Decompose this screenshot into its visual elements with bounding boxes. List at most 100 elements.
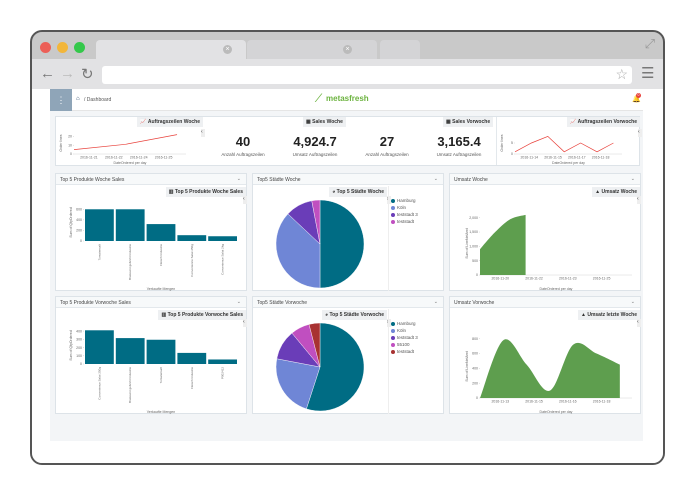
y-tick-label: 400: [76, 329, 82, 333]
legend-item[interactable]: 55100: [391, 342, 418, 347]
metasfresh-logo[interactable]: metasfresh: [326, 94, 369, 103]
browser-tab-active[interactable]: ×: [96, 40, 246, 60]
x-tick-label: Convenience Salat 250g: [97, 367, 101, 400]
legend-swatch: [391, 205, 395, 210]
x-tick-label: 2016-11-25: [155, 156, 173, 160]
panel-title: Umsatz Woche: [454, 177, 488, 183]
legend-item[interactable]: Köln: [391, 328, 418, 333]
expand-icon[interactable]: ⤢: [644, 36, 655, 51]
x-tick-label: 2016-11-25: [593, 277, 611, 281]
series-line: [514, 135, 614, 153]
widget-av: Umsatz Vorwoche ⌄ ▲ Umsatz letzte Woche ‹…: [449, 296, 641, 414]
y-axis-label: Sum of QtyOrdered: [69, 207, 73, 237]
collapse-arrow-icon[interactable]: ‹: [201, 129, 205, 137]
bookmark-star-icon[interactable]: ☆: [615, 66, 628, 82]
kpi-item: 40 Anzahl Auftragszeilen: [208, 134, 278, 157]
minimize-window-button[interactable]: [57, 42, 68, 53]
expand-arrow-icon[interactable]: ›: [387, 319, 391, 327]
y-tick-label: 20: [68, 135, 72, 139]
chart-title: ▲ Umsatz letzte Woche: [578, 310, 640, 320]
close-window-button[interactable]: [40, 42, 51, 53]
legend-label: Hamburg: [397, 321, 416, 326]
chevron-down-icon[interactable]: ⌄: [433, 176, 438, 182]
collapse-arrow-icon[interactable]: ‹: [637, 319, 641, 327]
collapse-arrow-icon[interactable]: ‹: [243, 196, 247, 204]
y-tick-label: 400: [76, 218, 82, 222]
legend: Hamburg Köln teststadt 3 55100 teststadt: [391, 321, 418, 356]
new-tab-button[interactable]: [380, 40, 420, 60]
widget-bw: Top 5 Produkte Woche Sales ⌄ ▥ Top 5 Prod…: [55, 173, 247, 291]
collapse-arrow-icon[interactable]: ‹: [638, 129, 642, 137]
x-tick-label: 2016-11-18: [593, 400, 611, 404]
kpi-item: 3,165.4 Umsatz Auftragszeilen: [424, 134, 494, 157]
breadcrumb[interactable]: / Dashboard: [84, 97, 112, 103]
y-tick-label: 800: [472, 337, 478, 341]
chevron-down-icon[interactable]: ⌄: [630, 176, 635, 182]
legend-item[interactable]: teststadt 3: [391, 212, 418, 217]
panel-header: Umsatz Woche ⌄: [450, 174, 640, 185]
widget-auftragszeilen-woche: 📈 Auftragszeilen Woche ‹ 0 10 20 Order line…: [56, 117, 205, 165]
legend-item[interactable]: teststadt: [391, 349, 418, 354]
y-tick-label: 200: [76, 346, 82, 350]
kpi-caption: Anzahl Auftragszeilen: [221, 152, 265, 157]
reload-icon[interactable]: ↻: [81, 66, 94, 83]
panel-title: Top 5 Produkte Vorwoche Sales: [60, 300, 131, 306]
x-tick-label: 2016-11-22: [525, 277, 543, 281]
panel-title: Top5 Städte Woche: [257, 177, 301, 183]
page-content: ⋮ ⌂ / Dashboard ⁄ metasfresh 🔔 0 📈 Auftr…: [32, 89, 663, 463]
dashboard: 📈 Auftragszeilen Woche ‹ 0 10 20 Order line…: [50, 111, 643, 441]
chart-title: ▥ Top 5 Produkte Vorwoche Sales: [158, 310, 246, 320]
y-tick-label: 400: [472, 367, 478, 371]
area-series: [480, 214, 526, 275]
tab-close-icon[interactable]: ×: [343, 45, 352, 54]
legend-item[interactable]: teststadt 3: [391, 335, 418, 340]
collapse-arrow-icon[interactable]: ‹: [637, 196, 641, 204]
area-series: [480, 339, 620, 398]
expand-arrow-icon[interactable]: ›: [387, 196, 391, 204]
kpi-title: ▦ Sales Vorwoche: [443, 117, 494, 127]
legend-item[interactable]: Köln: [391, 205, 418, 210]
browser-menu-icon[interactable]: ☰: [641, 65, 655, 82]
x-tick-label: 2016-11-13: [491, 400, 509, 404]
x-tick-label: Convenience Salat 250g: [190, 244, 194, 277]
x-axis-label: Verkaufte Mengen: [147, 410, 175, 414]
sidebar-menu-button[interactable]: ⋮: [50, 89, 72, 111]
collapse-arrow-icon[interactable]: ‹: [243, 319, 247, 327]
home-icon[interactable]: ⌂: [76, 96, 80, 102]
legend-label: Köln: [397, 205, 407, 210]
forward-icon[interactable]: →: [60, 65, 75, 82]
legend-swatch: [391, 328, 395, 333]
maximize-window-button[interactable]: [74, 42, 85, 53]
chevron-down-icon[interactable]: ⌄: [433, 299, 438, 305]
panel-title: Top5 Städte Vorwoche: [257, 300, 308, 306]
chevron-down-icon[interactable]: ⌄: [236, 299, 241, 305]
address-bar[interactable]: ☆: [102, 66, 632, 84]
chevron-down-icon[interactable]: ⌄: [236, 176, 241, 182]
panel-title: Umsatz Vorwoche: [454, 300, 495, 306]
legend-item[interactable]: Hamburg: [391, 198, 418, 203]
legend-item[interactable]: teststadt: [391, 219, 418, 224]
legend-item[interactable]: Hamburg: [391, 321, 418, 326]
x-tick-label: Bratwurst gebrüht Industrie: [128, 244, 132, 280]
chart-title: ◕ Top 5 Städte Vorwoche: [322, 310, 387, 320]
x-axis-label: DateOrdered per day: [540, 287, 573, 291]
back-icon[interactable]: ←: [40, 65, 55, 82]
legend-swatch: [391, 342, 395, 347]
tab-close-icon[interactable]: ×: [223, 45, 232, 54]
y-tick-label: 5: [511, 141, 513, 145]
notification-badge: 0: [636, 93, 641, 98]
chevron-down-icon[interactable]: ⌄: [630, 299, 635, 305]
panel-header: Top 5 Produkte Woche Sales ⌄: [56, 174, 246, 185]
notification-bell-icon[interactable]: 🔔: [632, 96, 641, 103]
y-tick-label: 10: [68, 143, 72, 147]
pie-slice: [311, 199, 321, 245]
x-tick-label: 2016-11-23: [559, 277, 577, 281]
browser-tab[interactable]: ×: [247, 40, 377, 60]
bar: [208, 236, 237, 241]
x-tick-label: Fleisch Industrie: [190, 367, 194, 389]
x-axis-label: DateOrdered per day: [540, 410, 573, 414]
bar: [85, 330, 114, 364]
y-tick-label: 1,000: [469, 245, 478, 249]
pie-slice: [308, 322, 321, 368]
